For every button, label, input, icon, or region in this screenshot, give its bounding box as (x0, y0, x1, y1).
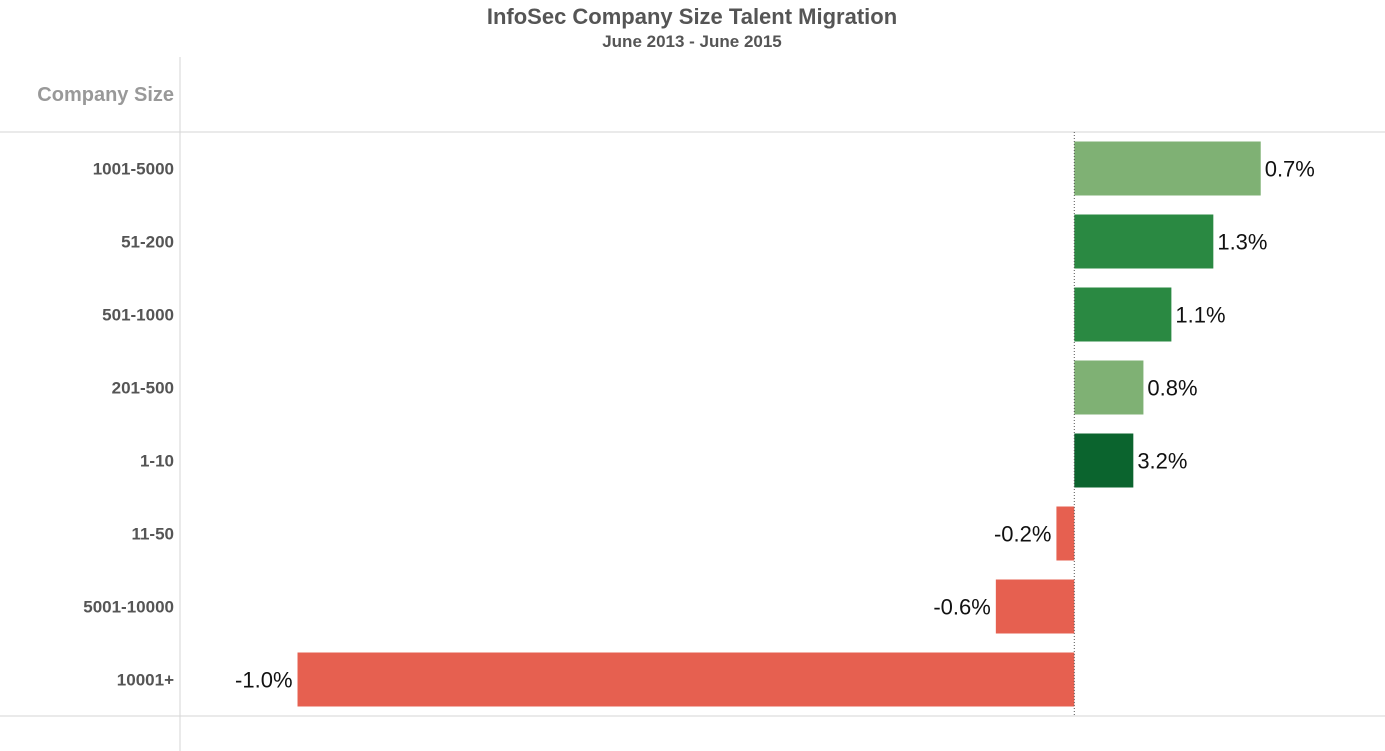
category-label: 5001-10000 (83, 598, 174, 617)
chart-rows: 1001-5000 0.7% 51-200 1.3% 501-1000 1.1% 201-5… (83, 141, 1315, 707)
value-label: 0.7% (1265, 157, 1315, 182)
value-label: 3.2% (1137, 449, 1187, 474)
category-label: 1-10 (140, 452, 174, 471)
bar (1074, 360, 1144, 415)
category-label: 501-1000 (102, 306, 174, 325)
chart-title: InfoSec Company Size Talent Migration (487, 4, 897, 29)
chart-subtitle: June 2013 - June 2015 (602, 32, 782, 51)
bar (1074, 287, 1172, 342)
row-header-label: Company Size (37, 84, 174, 106)
bar (1074, 214, 1214, 269)
bar (995, 579, 1075, 634)
category-label: 201-500 (112, 379, 174, 398)
bar (1074, 433, 1134, 488)
category-label: 10001+ (117, 671, 174, 690)
value-label: -0.6% (933, 595, 990, 620)
bar (1074, 141, 1261, 196)
category-label: 11-50 (131, 525, 174, 544)
category-label: 51-200 (121, 233, 174, 252)
value-label: 0.8% (1147, 376, 1197, 401)
value-label: 1.1% (1175, 303, 1225, 328)
category-label: 1001-5000 (93, 160, 174, 179)
bar (297, 652, 1075, 707)
value-label: 1.3% (1217, 230, 1267, 255)
value-label: -1.0% (235, 668, 292, 693)
value-label: -0.2% (994, 522, 1051, 547)
bar (1056, 506, 1075, 561)
